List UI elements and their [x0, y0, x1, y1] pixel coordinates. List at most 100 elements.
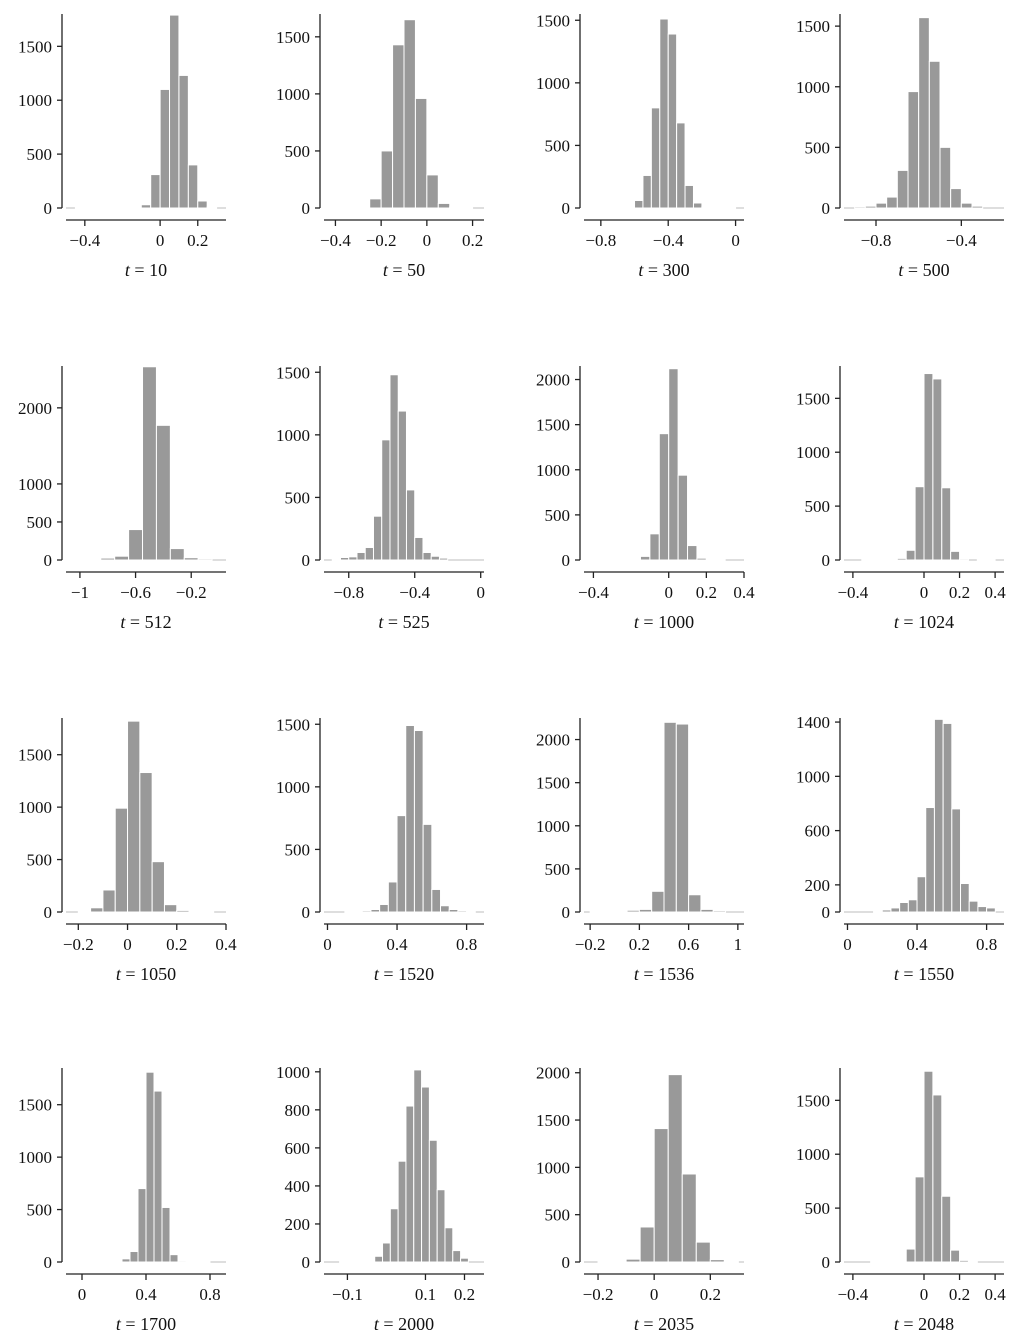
caption-variable: t: [898, 260, 904, 280]
histogram-bar: [169, 548, 185, 561]
histogram-bar: [466, 910, 476, 913]
x-tick-label: 0.2: [949, 583, 970, 602]
histogram-bar: [649, 533, 660, 561]
histogram-bar: [114, 555, 130, 561]
histogram-bar: [967, 1260, 978, 1263]
y-tick-label: 1000: [276, 426, 310, 445]
panel-caption: t = 1536: [634, 964, 694, 984]
caption-value: 1520: [398, 964, 434, 984]
caption-value: 10: [149, 260, 167, 280]
caption-equals: =: [125, 612, 144, 632]
histogram-bar: [74, 206, 142, 209]
histogram-panel: 0 500 1000 1500 −0.4 −0.2 0 0.2 t = 50: [276, 14, 484, 280]
x-tick-label: −0.1: [332, 1285, 363, 1304]
caption-variable: t: [120, 612, 126, 632]
caption-equals: =: [903, 260, 922, 280]
caption-equals: =: [643, 260, 662, 280]
caption-equals: =: [639, 964, 658, 984]
histogram-bar: [642, 174, 652, 209]
histogram-bar: [145, 1071, 155, 1263]
y-tick-label: 500: [805, 497, 831, 516]
x-tick-label: 0.4: [984, 583, 1006, 602]
caption-value: 300: [663, 260, 690, 280]
histogram-bar: [854, 206, 866, 209]
x-tick-label: 0.2: [187, 231, 208, 250]
x-tick-label: −0.4: [578, 583, 609, 602]
caption-equals: =: [639, 612, 658, 632]
caption-value: 1700: [140, 1314, 176, 1334]
histogram-bar: [651, 890, 665, 913]
y-tick-label: 500: [27, 145, 53, 164]
histogram-bar: [959, 558, 969, 561]
histogram-bar: [139, 772, 153, 913]
histogram-bar: [650, 107, 661, 209]
histogram-bar: [873, 910, 883, 913]
panel-caption: t = 2000: [374, 1314, 434, 1334]
caption-variable: t: [378, 612, 384, 632]
histogram-bar: [339, 556, 350, 561]
histogram-bar: [638, 908, 653, 913]
histogram-bar: [667, 1074, 683, 1263]
y-tick-label: 1000: [796, 767, 830, 786]
x-tick-label: 0.2: [629, 935, 650, 954]
histogram-bar: [449, 206, 474, 209]
x-tick-label: 0: [731, 231, 740, 250]
histogram-bar: [960, 202, 973, 209]
y-tick-label: 0: [562, 551, 571, 570]
y-tick-label: 0: [822, 903, 831, 922]
histogram-panel: 0 200 400 600 800 1000 −0.1 0.1 0.2 t = 2000: [276, 1063, 484, 1334]
x-tick-label: −0.4: [837, 1285, 868, 1304]
histogram-panel: 0 500 1000 1500 0 0.4 0.8 t = 1700: [18, 1068, 226, 1334]
histogram-bar: [421, 1086, 430, 1263]
caption-variable: t: [116, 1314, 122, 1334]
x-tick-label: 0: [843, 935, 852, 954]
histogram-bar: [914, 486, 925, 561]
histogram-bar: [364, 546, 374, 561]
x-tick-label: 0: [920, 583, 929, 602]
y-tick-label: 1500: [276, 715, 310, 734]
caption-equals: =: [899, 964, 918, 984]
y-tick-label: 600: [805, 822, 831, 841]
histogram-bar: [457, 910, 468, 913]
x-tick-label: 0.4: [733, 583, 755, 602]
panel-caption: t = 1050: [116, 964, 176, 984]
histogram-bar: [914, 1176, 925, 1263]
histogram-bar: [589, 910, 628, 913]
histogram-bar: [426, 174, 439, 209]
y-tick-label: 0: [302, 903, 311, 922]
histogram-bar: [65, 558, 102, 561]
histogram-panel: 0 500 1000 1500 2000 −0.2 0.2 0.6 1 t = 1536: [536, 718, 744, 984]
histogram-bar: [448, 908, 459, 913]
y-tick-label: 1500: [18, 746, 52, 765]
caption-value: 1050: [140, 964, 176, 984]
caption-equals: =: [639, 1314, 658, 1334]
histogram-bar: [907, 899, 918, 913]
panel-caption: t = 300: [638, 260, 689, 280]
histogram-bar: [177, 1260, 187, 1263]
histogram-bar: [896, 557, 907, 561]
y-tick-label: 0: [302, 199, 311, 218]
histogram-bar: [90, 907, 104, 913]
histogram-bar: [413, 730, 424, 913]
histogram-panel: 0 500 1000 2000 −1 −0.6 −0.2 t = 512: [18, 366, 226, 632]
histogram-bar: [185, 1260, 211, 1263]
y-tick-label: 1000: [276, 778, 310, 797]
histogram-bar: [431, 888, 442, 913]
histogram-bar: [667, 33, 678, 209]
caption-equals: =: [379, 964, 398, 984]
y-tick-label: 0: [562, 903, 571, 922]
y-tick-label: 1000: [276, 1063, 310, 1082]
caption-variable: t: [116, 964, 122, 984]
y-tick-label: 500: [27, 1201, 53, 1220]
x-tick-label: 0: [323, 935, 332, 954]
histogram-bar: [677, 474, 689, 561]
histogram-bar: [428, 1139, 438, 1263]
y-tick-label: 1000: [536, 1158, 570, 1177]
y-tick-label: 1000: [18, 1148, 52, 1167]
y-tick-label: 800: [285, 1101, 311, 1120]
histogram-bar: [653, 1128, 669, 1263]
histogram-bar: [374, 1255, 384, 1263]
histogram-bar: [663, 721, 677, 913]
histogram-bar: [444, 1227, 454, 1263]
histogram-bar: [150, 174, 161, 209]
